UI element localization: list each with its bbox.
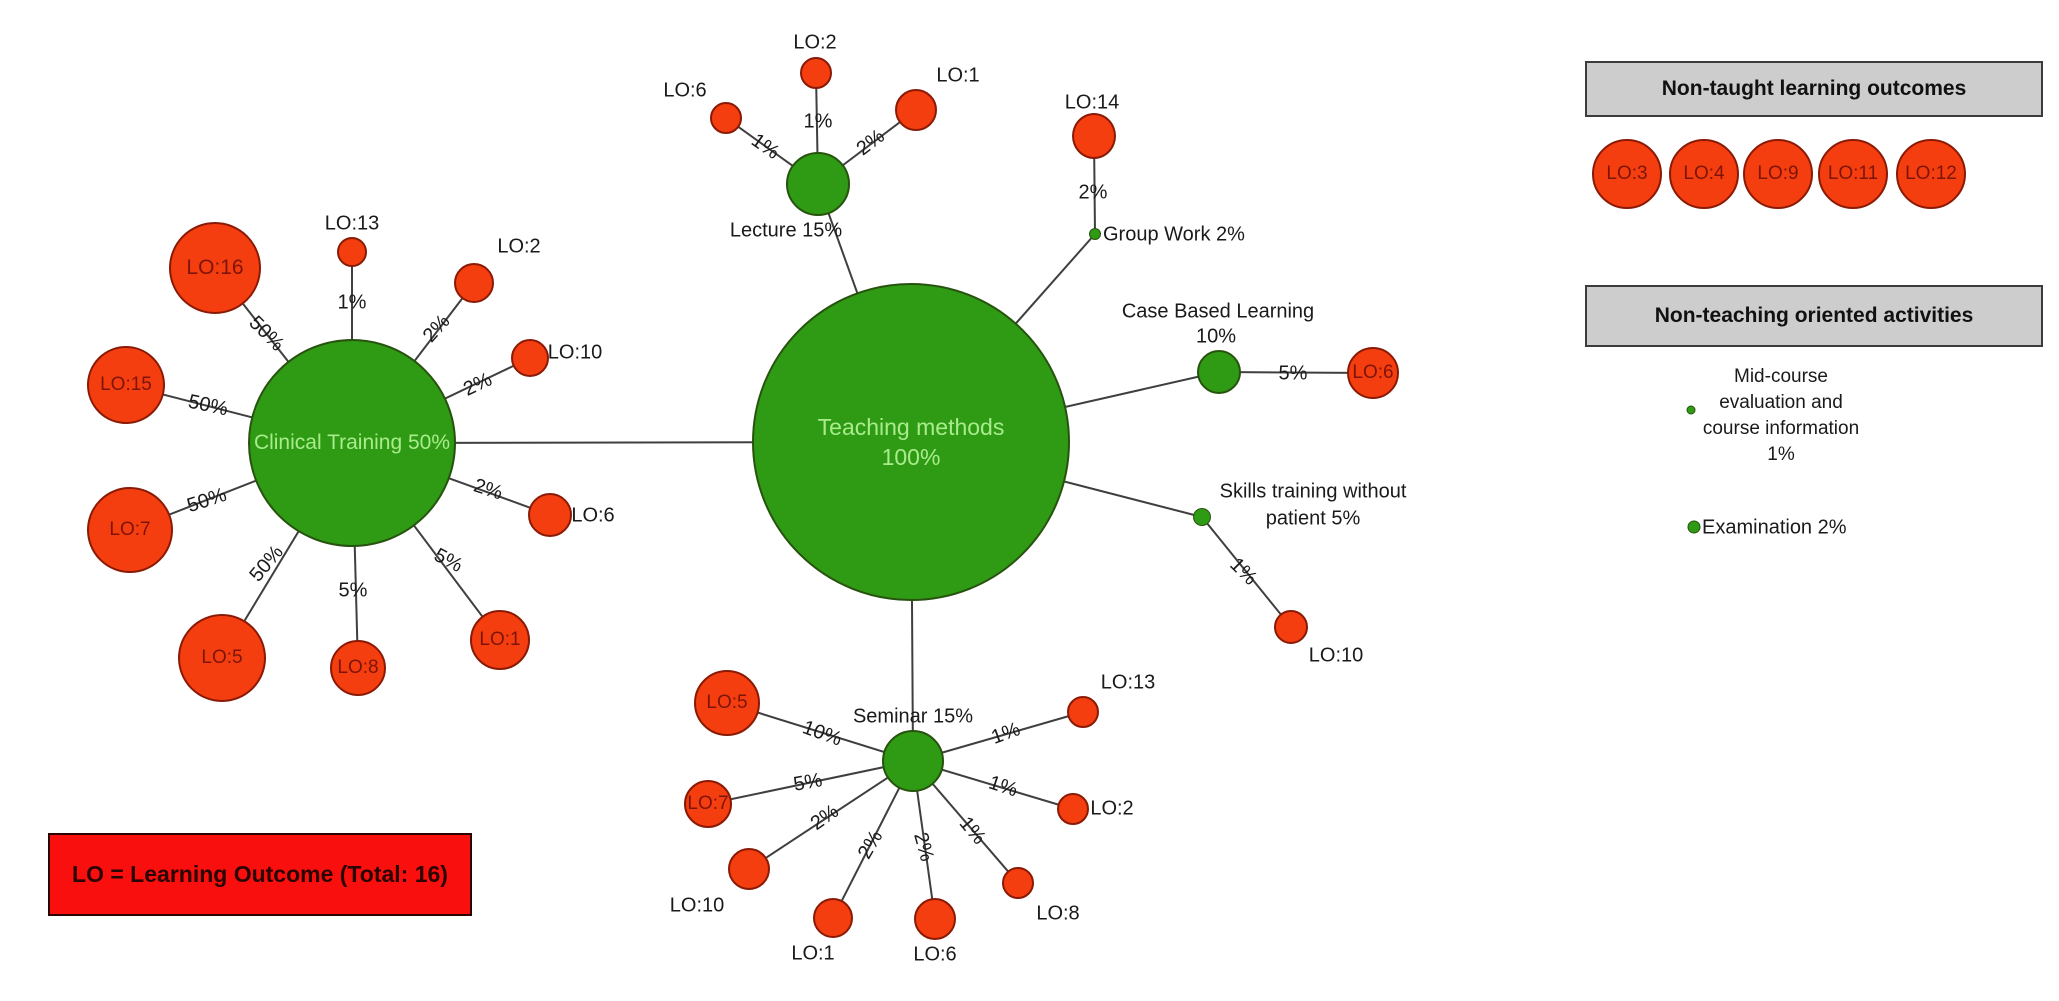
seminar-lo1-label: LO:1	[791, 942, 835, 965]
midcourse-dot	[1686, 405, 1696, 415]
nontaught-lo3-label: LO:3	[1606, 163, 1648, 184]
lecture-lo2-label: LO:2	[793, 31, 837, 54]
seminar-lo8-label: LO:8	[1036, 902, 1080, 925]
node-clinical-lo15: LO:15	[87, 346, 165, 424]
clinical-lo5-label: LO:5	[201, 647, 243, 668]
node-groupwork-lo14	[1072, 113, 1116, 159]
node-clinical-lo13	[337, 237, 367, 267]
edge-seminar-lo7	[707, 760, 914, 805]
node-case-based-learning	[1197, 350, 1241, 394]
node-teaching-methods: Teaching methods 100%	[752, 283, 1070, 601]
clinical-lo16-label: LO:16	[186, 256, 244, 279]
node-seminar-lo6	[914, 898, 956, 940]
edge-pct-clinical-lo13: 1%	[337, 291, 367, 314]
clinical-lo10-label: LO:10	[547, 341, 603, 364]
edge-pct-lecture-lo2: 1%	[803, 110, 833, 133]
lecture-label: Lecture 15%	[729, 219, 843, 242]
node-nontaught-lo12: LO:12	[1896, 139, 1966, 209]
node-lecture-lo2	[800, 57, 832, 89]
clinical-lo13-label: LO:13	[324, 212, 380, 235]
nontaught-lo12-label: LO:12	[1905, 163, 1957, 184]
node-seminar-lo10	[728, 848, 770, 890]
node-seminar-lo7: LO:7	[684, 780, 732, 828]
edge-skills-lo10	[1201, 516, 1292, 628]
node-clinical-lo5: LO:5	[178, 614, 266, 702]
edge-pct-groupwork-lo14: 2%	[1078, 181, 1108, 204]
clinical-lo8-label: LO:8	[337, 657, 379, 678]
legend-label: LO = Learning Outcome (Total: 16)	[72, 861, 448, 887]
node-seminar-lo8	[1002, 867, 1034, 899]
examination-label: Examination 2%	[1702, 516, 1847, 539]
groupwork-lo14-label: LO:14	[1064, 91, 1120, 114]
node-seminar-lo13	[1067, 696, 1099, 728]
seminar-lo7-label: LO:7	[687, 793, 729, 814]
seminar-lo6-label: LO:6	[913, 943, 957, 966]
edge-pct-seminar-lo7: 5%	[791, 769, 825, 796]
node-lecture-lo6	[710, 102, 742, 134]
group-work-label: Group Work 2%	[1103, 223, 1245, 246]
skills-label-line1: Skills training without	[1219, 480, 1407, 503]
lecture-lo6-label: LO:6	[663, 79, 707, 102]
case-based-label: Case Based Learning	[1121, 300, 1315, 323]
node-seminar-lo1	[813, 898, 853, 938]
seminar-lo2-label: LO:2	[1090, 797, 1134, 820]
case-based-pct: 10%	[1195, 325, 1237, 348]
lecture-lo1-label: LO:1	[936, 64, 980, 87]
skills-label-line2: patient 5%	[1265, 507, 1361, 530]
node-nontaught-lo4: LO:4	[1669, 139, 1739, 209]
clinical-lo15-label: LO:15	[100, 374, 152, 395]
examination-dot	[1687, 520, 1701, 534]
clinical-lo7-label: LO:7	[109, 519, 151, 540]
node-nontaught-lo3: LO:3	[1592, 139, 1662, 209]
node-clinical-lo1: LO:1	[470, 610, 530, 670]
node-seminar	[882, 730, 944, 792]
nontaught-lo11-label: LO:11	[1827, 163, 1879, 184]
node-seminar-lo2	[1057, 793, 1089, 825]
node-clinical-lo8: LO:8	[330, 640, 386, 696]
nontaught-lo4-label: LO:4	[1683, 163, 1725, 184]
edge-pct-clinical-lo8: 5%	[338, 579, 368, 602]
node-nontaught-lo11: LO:11	[1818, 139, 1888, 209]
non-teaching-header: Non-teaching oriented activities	[1585, 285, 2043, 347]
seminar-lo10-label: LO:10	[669, 894, 725, 917]
seminar-lo5-label: LO:5	[706, 692, 748, 713]
clinical-lo1-label: LO:1	[479, 629, 521, 650]
seminar-lo13-label: LO:13	[1100, 671, 1156, 694]
clinical-lo2-label: LO:2	[497, 235, 541, 258]
midcourse-line2: evaluation and	[1719, 392, 1843, 413]
non-teaching-title: Non-teaching oriented activities	[1654, 304, 1974, 327]
node-skills-lo10	[1274, 610, 1308, 644]
clinical-lo6-label: LO:6	[571, 504, 615, 527]
casebased-lo6-label: LO:6	[1352, 362, 1394, 383]
node-nontaught-lo9: LO:9	[1743, 139, 1813, 209]
midcourse-line1: Mid-course	[1734, 366, 1828, 387]
node-clinical-lo2	[454, 263, 494, 303]
node-group-work	[1089, 228, 1101, 240]
node-clinical-lo10	[511, 339, 549, 377]
node-casebased-lo6: LO:6	[1347, 347, 1399, 399]
node-clinical-lo6	[528, 493, 572, 537]
seminar-label: Seminar 15%	[852, 705, 974, 728]
node-clinical-lo7: LO:7	[87, 487, 173, 573]
midcourse-pct: 1%	[1767, 444, 1795, 465]
midcourse-line3: course information	[1702, 418, 1860, 439]
clinical-training-label: Clinical Training 50%	[253, 431, 451, 454]
non-taught-title: Non-taught learning outcomes	[1661, 77, 1967, 100]
teaching-methods-pct: 100%	[881, 444, 941, 470]
nontaught-lo9-label: LO:9	[1757, 163, 1799, 184]
non-taught-header: Non-taught learning outcomes	[1585, 61, 2043, 117]
node-clinical-lo16: LO:16	[169, 222, 261, 314]
teaching-methods-label: Teaching methods	[817, 414, 1005, 440]
skills-lo10-label: LO:10	[1308, 644, 1364, 667]
node-lecture-lo1	[895, 89, 937, 131]
node-skills-training	[1193, 508, 1211, 526]
edge-seminar-lo10	[748, 760, 914, 870]
node-lecture	[786, 152, 850, 216]
node-seminar-lo5: LO:5	[694, 670, 760, 736]
node-clinical-training: Clinical Training 50%	[248, 339, 456, 547]
legend-box: LO = Learning Outcome (Total: 16)	[48, 833, 472, 916]
edge-pct-casebased-lo6: 5%	[1278, 362, 1308, 385]
